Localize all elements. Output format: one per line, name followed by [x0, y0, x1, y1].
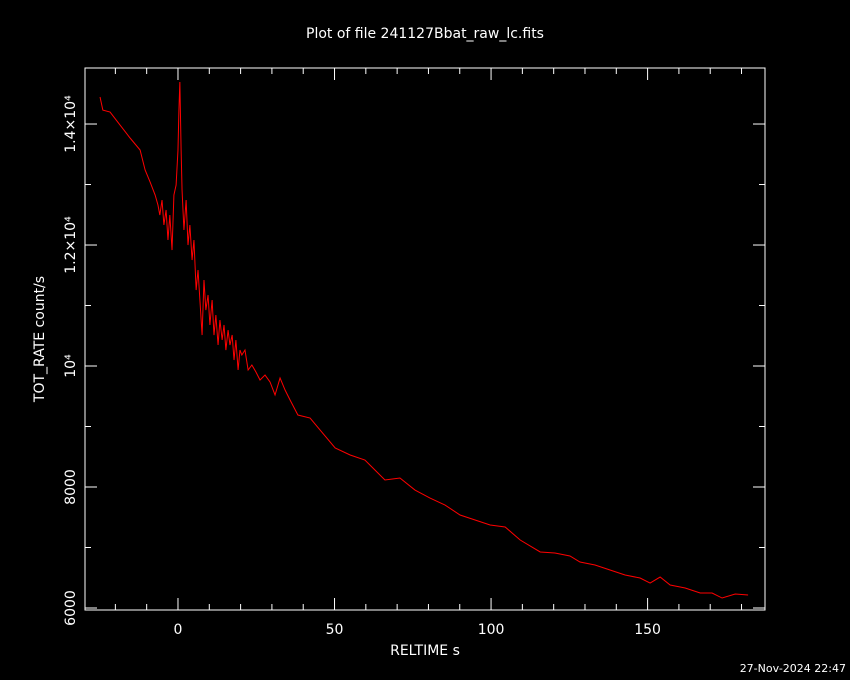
plot-frame: [84, 67, 766, 611]
chart-title: Plot of file 241127Bbat_raw_lc.fits: [306, 26, 544, 42]
y-tick-label: 6000: [63, 590, 79, 626]
x-tick-label: 50: [326, 622, 344, 638]
x-tick-label: 150: [634, 622, 661, 638]
y-tick-label: 1.4×10⁴: [63, 95, 79, 153]
x-tick-label: 0: [174, 622, 183, 638]
x-axis-label: RELTIME s: [390, 643, 460, 659]
y-tick-label: 1.2×10⁴: [63, 216, 79, 274]
y-tick-label: 8000: [63, 469, 79, 505]
y-tick-label: 10⁴: [63, 354, 79, 378]
data-line: [99, 82, 749, 599]
timestamp: 27-Nov-2024 22:47: [740, 662, 846, 675]
x-tick-label: 100: [478, 622, 505, 638]
y-axis-label: TOT_RATE count/s: [32, 276, 48, 403]
